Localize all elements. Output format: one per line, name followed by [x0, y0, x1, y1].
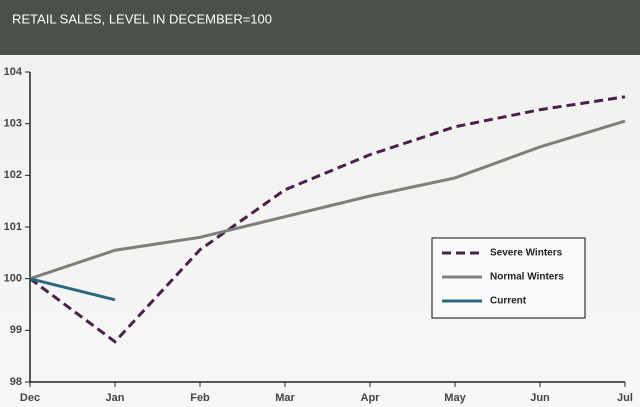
- y-tick-label: 104: [4, 66, 23, 78]
- chart-title: RETAIL SALES, LEVEL IN DECEMBER=100: [12, 11, 272, 26]
- y-tick-label: 99: [10, 324, 22, 336]
- x-tick-label: Jun: [530, 392, 550, 404]
- x-tick-label: Feb: [190, 392, 210, 404]
- x-tick-label: May: [444, 392, 466, 404]
- y-tick-label: 102: [4, 169, 22, 181]
- y-tick-label: 98: [10, 376, 22, 388]
- legend-label: Severe Winters: [490, 248, 563, 259]
- legend-label: Normal Winters: [490, 272, 564, 283]
- series-line: [29, 277, 116, 302]
- x-tick-label: Jan: [106, 392, 125, 404]
- series-line: [29, 95, 626, 344]
- y-tick-label: 101: [4, 221, 22, 233]
- y-tick-label: 103: [4, 118, 22, 130]
- x-tick-label: Dec: [20, 392, 40, 404]
- x-tick-label: Apr: [361, 392, 381, 404]
- x-tick-label: Mar: [275, 392, 295, 404]
- series-line: [29, 119, 626, 281]
- x-tick-label: Jul: [617, 392, 633, 404]
- title-bar: [0, 0, 640, 55]
- y-tick-label: 100: [4, 273, 22, 285]
- legend-label: Current: [490, 296, 527, 307]
